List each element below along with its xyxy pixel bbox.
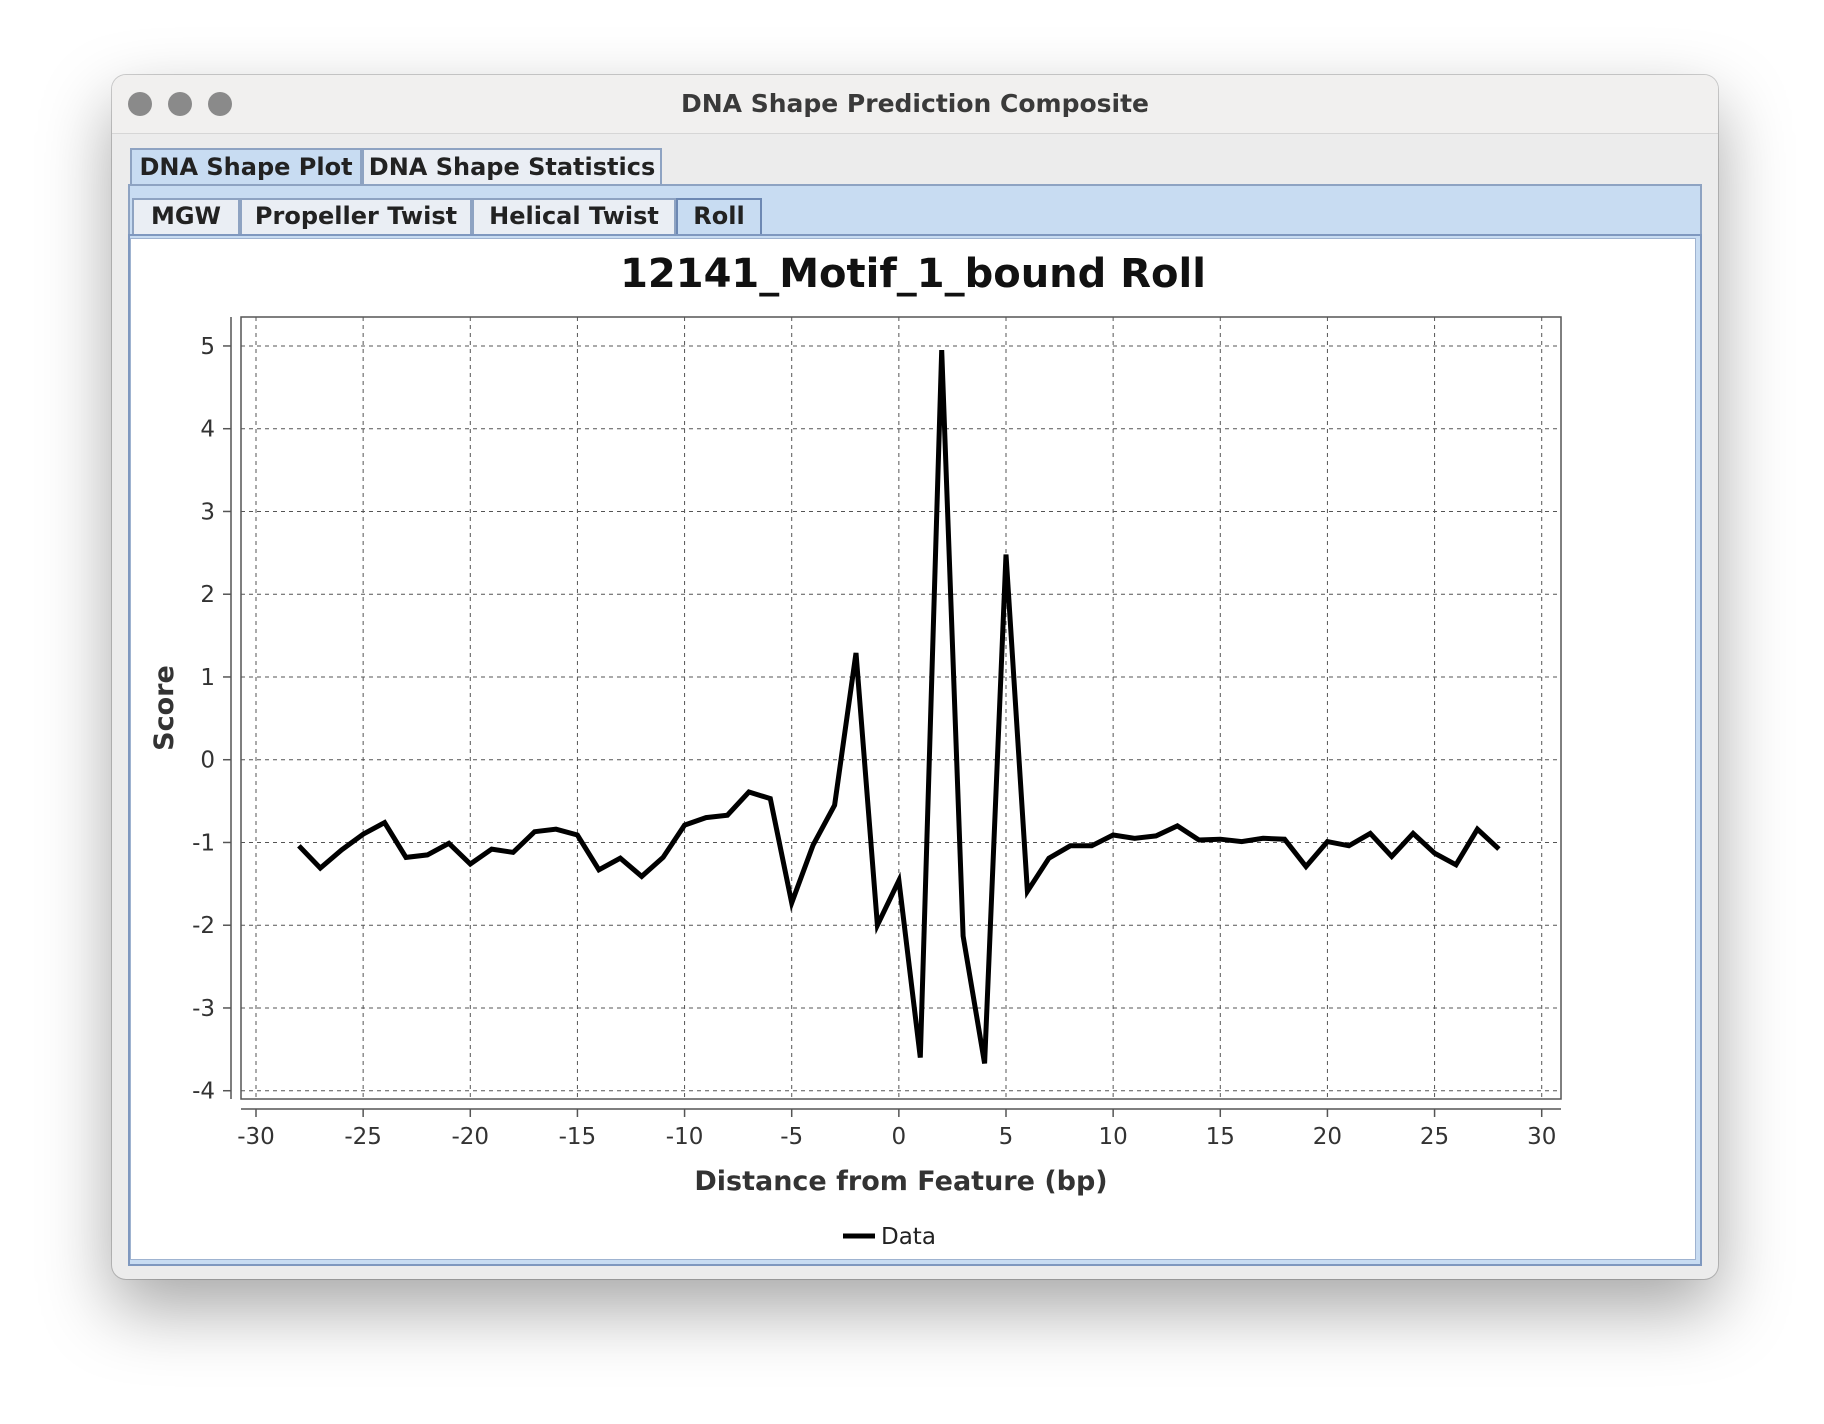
subtab-helical-twist[interactable]: Helical Twist	[472, 198, 676, 234]
y-tick-label: 3	[200, 499, 215, 525]
x-tick-label: -25	[344, 1124, 382, 1150]
y-tick-label: -1	[192, 830, 215, 856]
x-tick-label: 20	[1313, 1124, 1342, 1150]
grid-lines	[241, 317, 1561, 1099]
app-window: DNA Shape Prediction Composite DNA Shape…	[112, 75, 1718, 1279]
series-layer	[297, 350, 1501, 1064]
x-tick-label: 15	[1206, 1124, 1235, 1150]
y-tick-label: -4	[192, 1079, 215, 1105]
tab-dna-shape-plot[interactable]: DNA Shape Plot	[130, 148, 362, 186]
chart-title: 12141_Motif_1_bound Roll	[620, 251, 1206, 297]
legend-label: Data	[881, 1224, 936, 1250]
x-axis-label: Distance from Feature (bp)	[694, 1166, 1107, 1197]
y-tick-label: 1	[200, 665, 215, 691]
window-title: DNA Shape Prediction Composite	[680, 89, 1150, 118]
tab-dna-shape-statistics[interactable]: DNA Shape Statistics	[362, 148, 662, 186]
y-tick-label: 4	[200, 417, 215, 443]
x-tick-label: -30	[237, 1124, 275, 1150]
y-tick-label: 5	[200, 334, 215, 360]
legend: Data	[843, 1224, 936, 1250]
title-bar: DNA Shape Prediction Composite	[112, 75, 1718, 134]
plot-area	[240, 316, 1562, 1100]
x-tick-label: -10	[666, 1124, 704, 1150]
y-tick-label: -3	[192, 996, 215, 1022]
x-tick-label: 25	[1420, 1124, 1449, 1150]
x-tick-label: -5	[780, 1124, 803, 1150]
y-axis-label: Score	[149, 665, 180, 751]
subtab-propeller-twist[interactable]: Propeller Twist	[240, 198, 472, 234]
subtab-roll[interactable]: Roll	[676, 198, 762, 234]
x-tick-label: -15	[559, 1124, 597, 1150]
y-tick-label: -2	[192, 913, 215, 939]
y-tick-label: 2	[200, 582, 215, 608]
close-window-button[interactable]	[128, 92, 152, 116]
x-tick-label: 5	[999, 1124, 1014, 1150]
x-tick-label: 10	[1099, 1124, 1128, 1150]
x-tick-label: -20	[451, 1124, 489, 1150]
zoom-window-button[interactable]	[208, 92, 232, 116]
x-tick-label: 0	[892, 1124, 907, 1150]
data-series-line	[297, 350, 1501, 1064]
roll-chart: 12141_Motif_1_bound Roll -30 -25 -20 -15 -10…	[149, 251, 1562, 1250]
subtab-mgw[interactable]: MGW	[132, 198, 240, 234]
minimize-window-button[interactable]	[168, 92, 192, 116]
y-tick-label: 0	[200, 748, 215, 774]
chart-panel: 12141_Motif_1_bound Roll -30 -25 -20 -15 -10…	[130, 238, 1696, 1260]
x-tick-label: 30	[1527, 1124, 1556, 1150]
axes: -30 -25 -20 -15 -10 -5 0 5 10 15 20 25 30-4-3-2-1012…	[192, 317, 1561, 1150]
